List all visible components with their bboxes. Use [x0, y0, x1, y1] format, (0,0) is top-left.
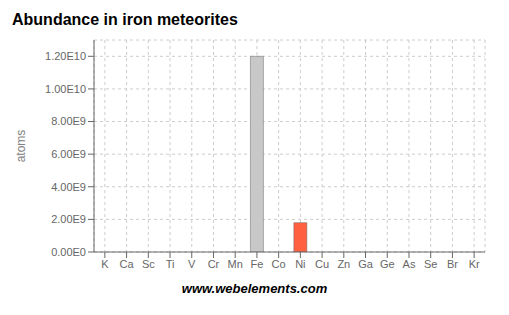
svg-text:Sc: Sc — [142, 258, 155, 270]
svg-text:6.00E9: 6.00E9 — [51, 148, 86, 160]
svg-text:Zn: Zn — [337, 258, 350, 270]
html-text:www.webelements.com: www.webelements.com — [181, 281, 328, 296]
svg-text:As: As — [403, 258, 416, 270]
svg-text:Fe: Fe — [250, 258, 263, 270]
html-text:Abundance in iron meteorites: Abundance in iron meteorites — [12, 11, 238, 28]
svg-text:Cu: Cu — [315, 258, 329, 270]
svg-text:atoms: atoms — [14, 130, 28, 163]
svg-text:Kr: Kr — [469, 258, 480, 270]
svg-text:Ge: Ge — [380, 258, 395, 270]
svg-text:K: K — [101, 258, 109, 270]
svg-text:Mn: Mn — [228, 258, 243, 270]
svg-text:Ni: Ni — [295, 258, 305, 270]
svg-text:8.00E9: 8.00E9 — [51, 115, 86, 127]
svg-text:Br: Br — [447, 258, 458, 270]
svg-text:V: V — [188, 258, 196, 270]
svg-text:Ga: Ga — [358, 258, 374, 270]
svg-text:1.20E10: 1.20E10 — [45, 50, 86, 62]
svg-text:1.00E10: 1.00E10 — [45, 83, 86, 95]
svg-text:Ti: Ti — [166, 258, 175, 270]
svg-text:Ca: Ca — [120, 258, 135, 270]
svg-text:Se: Se — [424, 258, 437, 270]
svg-text:Co: Co — [272, 258, 286, 270]
svg-text:0.00E0: 0.00E0 — [51, 246, 86, 258]
svg-text:Cr: Cr — [208, 258, 220, 270]
svg-text:2.00E9: 2.00E9 — [51, 213, 86, 225]
svg-text:4.00E9: 4.00E9 — [51, 181, 86, 193]
